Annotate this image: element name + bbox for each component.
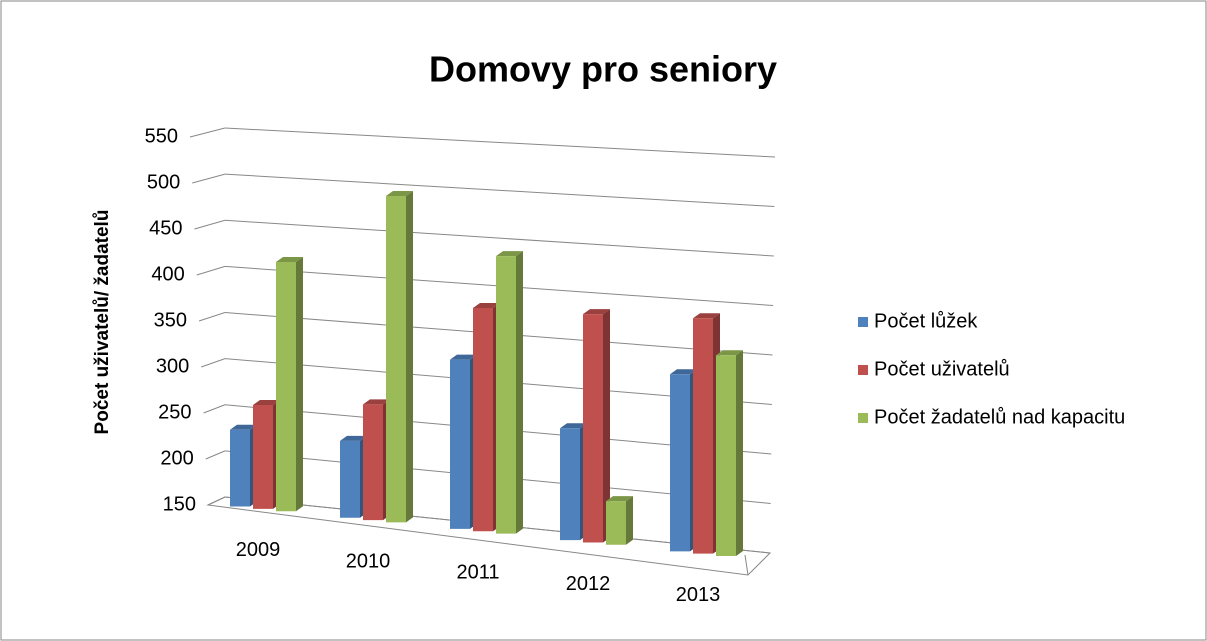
bar-top <box>583 309 610 315</box>
bar <box>473 302 500 532</box>
bar <box>606 496 633 545</box>
bar <box>670 369 697 552</box>
bar-top <box>670 369 697 375</box>
bar-top <box>716 350 743 356</box>
bar-top <box>276 256 303 262</box>
bar-front <box>450 359 470 529</box>
bar-side <box>603 309 610 543</box>
side-grid-line <box>192 173 226 184</box>
legend-label: Počet žadatelů nad kapacitu <box>874 406 1125 428</box>
y-tick-label: 300 <box>156 355 189 377</box>
y-axis-title: Počet uživatelů/ žadatelů <box>92 210 113 435</box>
bar-top <box>363 399 390 405</box>
bar-front <box>693 318 713 554</box>
bar-front <box>496 256 516 534</box>
grid-line <box>224 127 776 158</box>
bar-front <box>340 440 360 518</box>
x-tick-label: 2013 <box>676 584 721 606</box>
side-grid-line <box>207 496 226 506</box>
bar-top <box>693 313 720 319</box>
bar-top <box>340 435 367 441</box>
y-tick-label: 400 <box>151 263 184 285</box>
y-tick-label: 350 <box>154 309 187 331</box>
bar-top <box>386 190 413 196</box>
grid-line <box>224 219 774 257</box>
bar-side <box>296 256 303 512</box>
bar-side <box>736 350 743 557</box>
bar <box>253 400 280 509</box>
side-grid-line <box>194 219 226 230</box>
bar <box>583 309 610 543</box>
bar-side <box>626 496 633 545</box>
bar-front <box>230 429 250 507</box>
bar <box>560 423 587 541</box>
legend-swatch <box>858 317 868 327</box>
bar <box>716 350 743 557</box>
grid-line <box>224 173 775 207</box>
bar <box>276 256 303 512</box>
legend-swatch <box>858 413 868 423</box>
side-grid-line <box>189 127 226 138</box>
bar-front <box>363 404 383 521</box>
side-grid-line <box>203 404 226 414</box>
side-grid-line <box>196 265 226 276</box>
bar <box>450 354 477 529</box>
x-tick-label: 2012 <box>566 573 611 595</box>
bar-top <box>230 424 257 430</box>
legend-label: Počet lůžek <box>874 310 978 332</box>
bar <box>230 424 257 507</box>
y-tick-label: 450 <box>149 217 182 239</box>
bar-front <box>670 374 690 552</box>
bar-front <box>253 405 273 509</box>
bar-top <box>496 251 523 257</box>
bar-top <box>606 496 633 502</box>
bar <box>386 190 413 523</box>
side-grid-line <box>205 450 226 460</box>
bar <box>496 251 523 534</box>
x-tick-label: 2009 <box>236 539 281 561</box>
bar-front <box>716 355 736 557</box>
y-tick-label: 200 <box>160 447 193 469</box>
bar-front <box>606 501 626 545</box>
y-tick-label: 500 <box>147 171 180 193</box>
bar-front <box>583 314 603 543</box>
side-grid-line <box>201 358 226 368</box>
y-tick-label: 150 <box>163 493 196 515</box>
bar-top <box>560 423 587 429</box>
bar-front <box>560 428 580 541</box>
bar-side <box>516 251 523 534</box>
floor-edge <box>744 554 749 576</box>
x-tick-label: 2010 <box>346 550 391 572</box>
bar <box>340 435 367 518</box>
bar <box>363 399 390 521</box>
bar-front <box>276 261 296 512</box>
bar <box>693 313 720 554</box>
x-tick-label: 2011 <box>456 562 499 584</box>
bar-top <box>253 400 280 406</box>
y-tick-label: 550 <box>145 125 178 147</box>
y-tick-label: 250 <box>158 401 191 423</box>
bar-top <box>450 354 477 360</box>
side-grid-line <box>198 312 226 322</box>
legend-label: Počet uživatelů <box>874 358 1010 380</box>
bar-front <box>386 195 406 523</box>
chart-title: Domovy pro seniory <box>429 49 777 90</box>
bar-top <box>473 302 500 308</box>
bar-side <box>406 190 413 523</box>
legend-swatch <box>858 365 868 375</box>
bar-front <box>473 307 493 532</box>
